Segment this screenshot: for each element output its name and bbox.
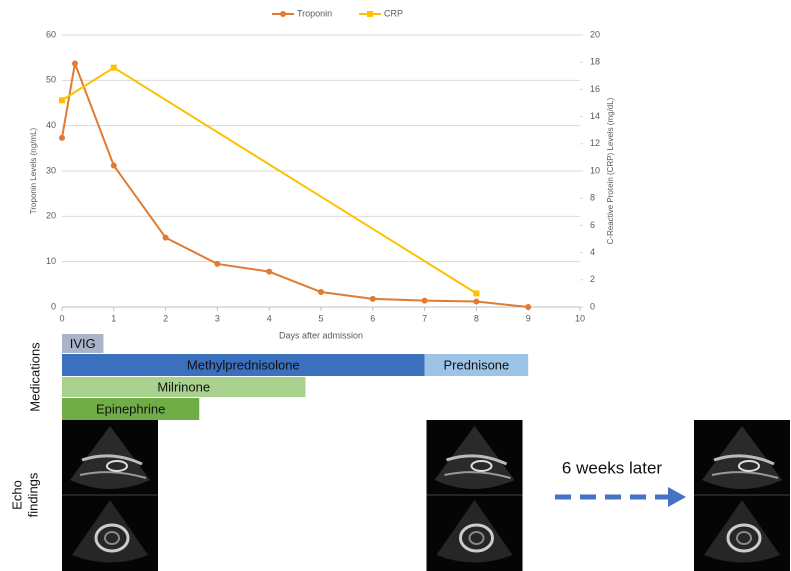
y2-tick-label: 10	[590, 165, 600, 175]
x-tick-label: 9	[526, 313, 531, 323]
echo-image	[427, 420, 523, 571]
legend-label: CRP	[384, 8, 403, 18]
x-axis-title: Days after admission	[279, 330, 363, 340]
series-line	[62, 64, 528, 307]
marker	[111, 65, 117, 71]
marker	[473, 299, 479, 305]
legend-marker	[280, 11, 286, 17]
echo-image	[62, 420, 158, 571]
legend-marker	[367, 11, 373, 17]
arrow-head	[668, 487, 686, 507]
y-tick-label: 60	[46, 29, 56, 39]
x-tick-label: 4	[267, 313, 272, 323]
y2-tick-label: 8	[590, 193, 595, 203]
y2-tick-label: 12	[590, 138, 600, 148]
figure: 6 weeks later Medications Echo findings …	[0, 0, 791, 571]
y2-tick-label: 0	[590, 301, 595, 311]
echo-image	[694, 420, 790, 571]
x-tick-label: 0	[59, 313, 64, 323]
marker	[214, 261, 220, 267]
x-tick-label: 7	[422, 313, 427, 323]
x-tick-label: 8	[474, 313, 479, 323]
medication-label: Milrinone	[157, 379, 210, 394]
y2-tick-label: 2	[590, 274, 595, 284]
y-tick-label: 20	[46, 211, 56, 221]
echo-title: findings	[25, 472, 40, 517]
medication-label: Methylprednisolone	[187, 357, 300, 372]
echo-note: 6 weeks later	[562, 458, 662, 477]
medication-label: Epinephrine	[96, 401, 165, 416]
echo-title: Echo	[9, 480, 24, 510]
marker	[318, 289, 324, 295]
marker	[266, 269, 272, 275]
y2-axis-title: C-Reactive Protein (CRP) Levels (mg/dL)	[606, 97, 615, 244]
x-tick-label: 3	[215, 313, 220, 323]
marker	[72, 61, 78, 67]
marker	[163, 235, 169, 241]
x-tick-label: 5	[318, 313, 323, 323]
marker	[59, 97, 65, 103]
marker	[370, 296, 376, 302]
medications-title: Medications	[27, 342, 42, 412]
x-tick-label: 10	[575, 313, 585, 323]
marker	[525, 304, 531, 310]
x-tick-label: 1	[111, 313, 116, 323]
y-tick-label: 40	[46, 120, 56, 130]
y2-tick-label: 14	[590, 111, 600, 121]
y2-tick-label: 20	[590, 29, 600, 39]
y-tick-label: 50	[46, 75, 56, 85]
y2-tick-label: 18	[590, 57, 600, 67]
y2-tick-label: 6	[590, 220, 595, 230]
marker	[59, 135, 65, 141]
y-axis-title: Troponin Levels (ng/mL)	[29, 127, 38, 214]
y-tick-label: 10	[46, 256, 56, 266]
marker	[111, 163, 117, 169]
marker	[422, 298, 428, 304]
x-tick-label: 6	[370, 313, 375, 323]
y2-tick-label: 4	[590, 247, 595, 257]
marker	[473, 290, 479, 296]
medication-label: Prednisone	[444, 357, 510, 372]
y-tick-label: 30	[46, 165, 56, 175]
y-tick-label: 0	[51, 301, 56, 311]
medication-label: IVIG	[70, 336, 96, 351]
x-tick-label: 2	[163, 313, 168, 323]
legend-label: Troponin	[297, 8, 332, 18]
y2-tick-label: 16	[590, 84, 600, 94]
